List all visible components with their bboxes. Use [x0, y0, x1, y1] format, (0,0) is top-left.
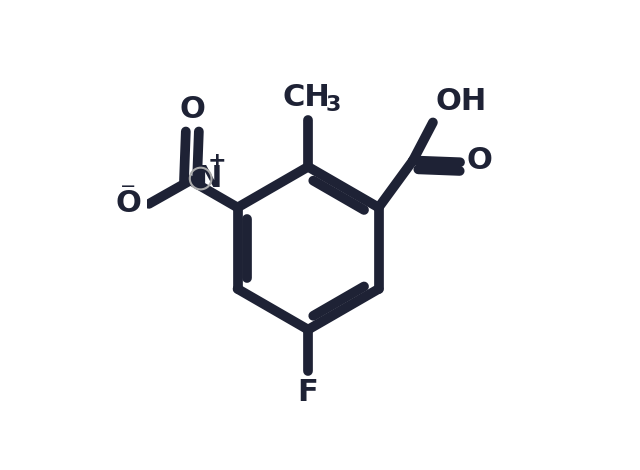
Text: O: O [179, 95, 205, 124]
Text: O: O [467, 146, 492, 175]
Text: −: − [120, 177, 136, 196]
Text: +: + [208, 151, 227, 171]
Text: CH: CH [282, 83, 330, 112]
Text: OH: OH [436, 87, 487, 116]
Text: 3: 3 [326, 95, 341, 115]
Text: N: N [196, 164, 221, 193]
Text: F: F [298, 378, 319, 407]
Text: O: O [115, 188, 141, 218]
